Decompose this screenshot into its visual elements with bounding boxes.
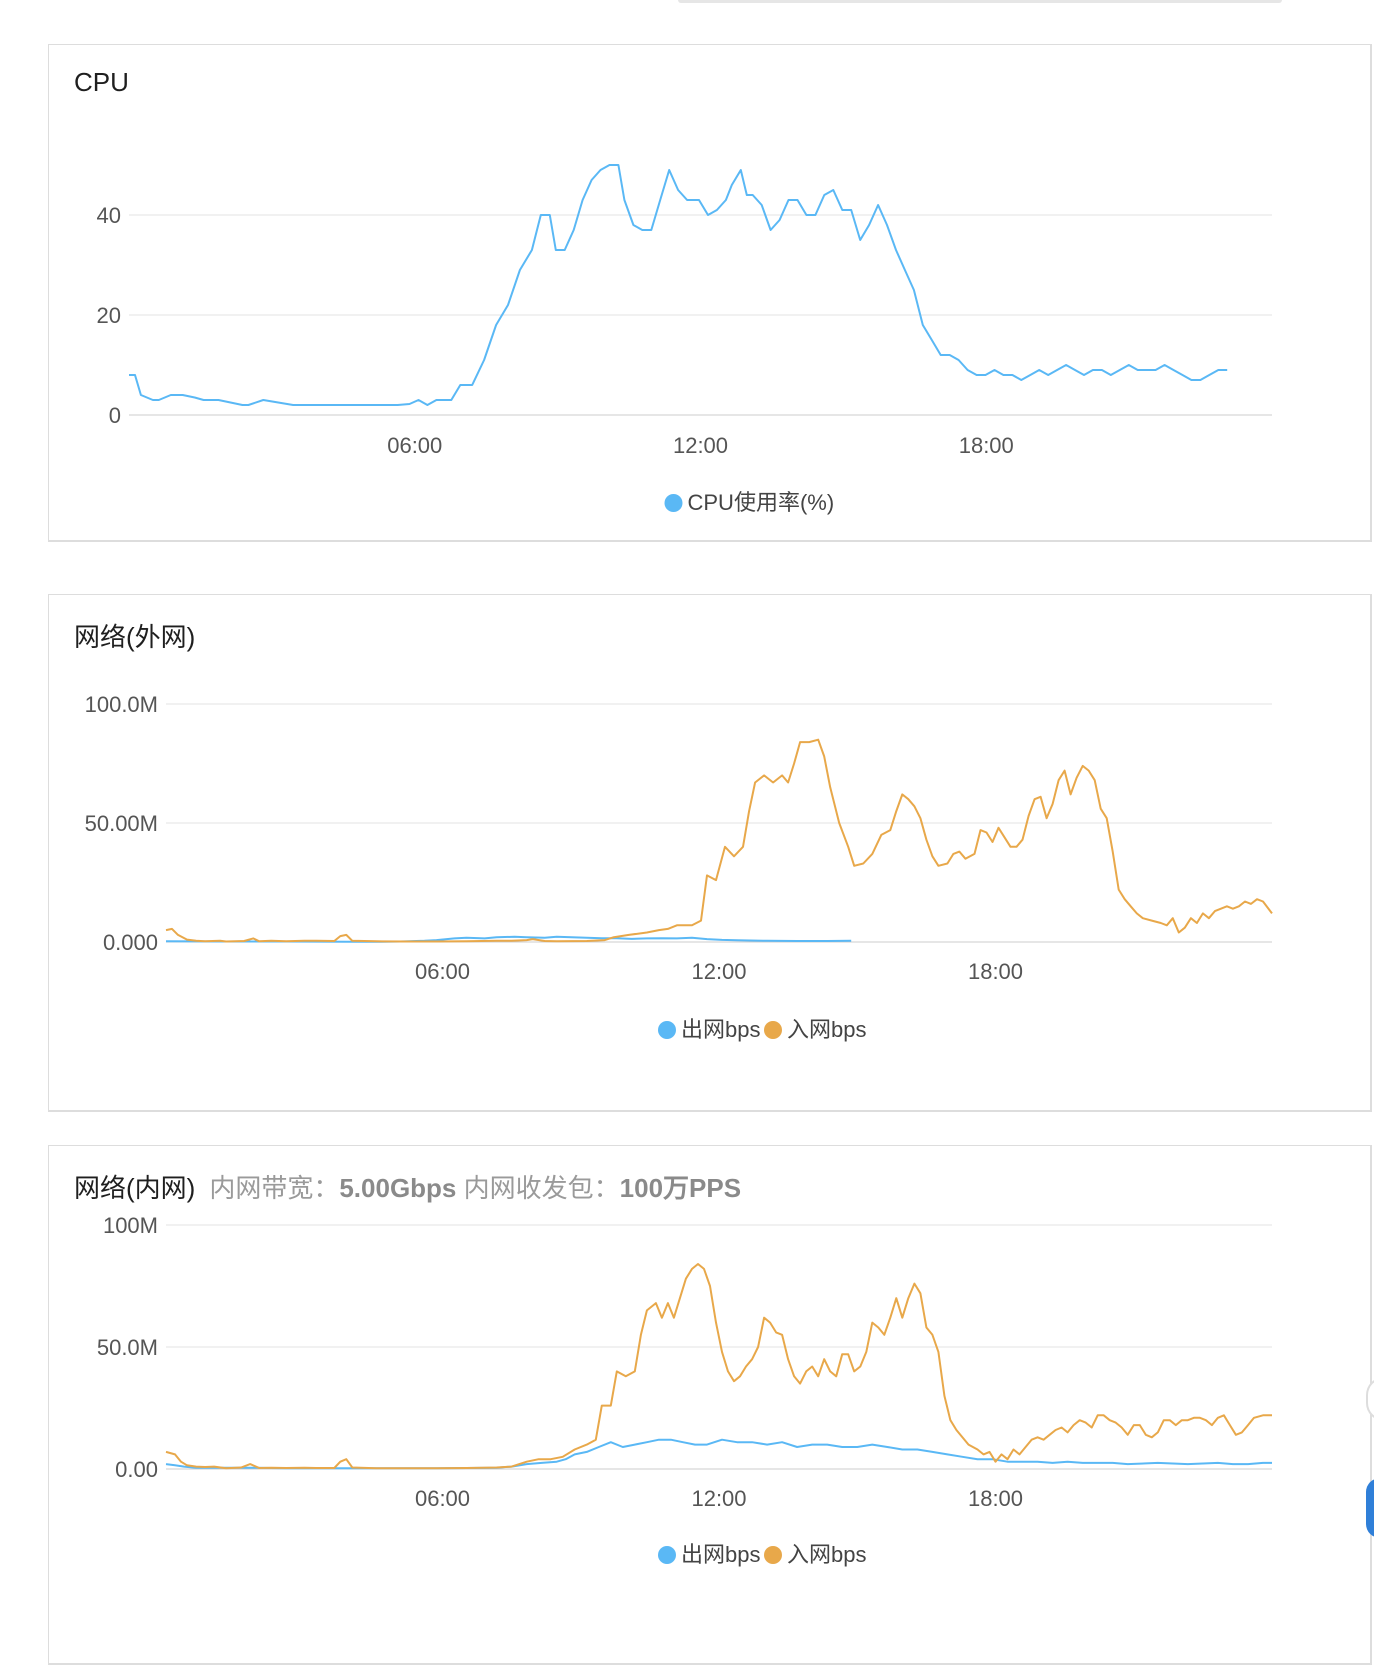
internal-network-panel-header: 网络(内网) 内网带宽：5.00Gbps 内网收发包：100万PPS [74,1168,741,1205]
internal-bandwidth-label: 内网带宽： [209,1173,340,1203]
cpu-chart[interactable]: 0 20 40 06:00 12:00 18:00 CPU使用率(%) [49,45,1373,543]
internal-bandwidth-value: 5.00Gbps [339,1173,457,1203]
external-network-chart[interactable]: 0.000 50.00M 100.0M 06:00 12:00 18:00 出网bps 入网b… [49,595,1373,1113]
series-line-cpu[interactable] [129,164,1228,406]
cpu-panel-title: CPU [74,67,129,97]
legend-item[interactable]: CPU使用率(%) [664,490,835,515]
internal-pps-label: 内网收发包： [463,1173,620,1203]
x-tick-label: 12:00 [673,433,728,458]
x-tick-label: 18:00 [968,1486,1023,1511]
x-tick-label: 06:00 [415,1486,470,1511]
legend-label: 入网bps [787,1017,866,1042]
legend-item[interactable]: 入网bps [764,1017,866,1042]
external-network-panel: 网络(外网) 0.000 50.00M 100.0M 06:00 12:00 18:00 出… [48,594,1372,1112]
legend-item[interactable]: 出网bps [658,1017,760,1042]
legend-label: 出网bps [681,1542,760,1567]
series-line-bps[interactable] [165,1438,1272,1470]
x-tick-label: 12:00 [691,1486,746,1511]
y-tick-label: 20 [97,303,121,328]
legend-dot [764,1546,782,1564]
x-tick-label: 18:00 [968,959,1023,984]
legend-item[interactable]: 入网bps [764,1542,866,1567]
y-tick-label: 40 [97,203,121,228]
y-tick-label: 100M [103,1213,158,1238]
legend-dot [764,1021,782,1039]
series-line-bps[interactable] [165,738,1273,943]
y-tick-label: 0.00 [115,1457,158,1482]
legend-label: 入网bps [787,1542,866,1567]
x-tick-label: 18:00 [959,433,1014,458]
internal-bandwidth-info: 内网带宽：5.00Gbps 内网收发包：100万PPS [209,1173,741,1203]
cpu-panel: CPU 0 20 40 06:00 12:00 18:00 CPU使用率(%) [48,44,1372,542]
internal-network-panel: 网络(内网) 内网带宽：5.00Gbps 内网收发包：100万PPS 0.00 50… [48,1145,1372,1665]
x-tick-label: 06:00 [387,433,442,458]
y-tick-label: 50.0M [97,1335,158,1360]
legend-dot [664,494,683,512]
legend-label: 出网bps [681,1017,760,1042]
internal-network-panel-title: 网络(内网) [74,1173,196,1203]
y-tick-label: 50.00M [85,811,158,836]
x-tick-label: 06:00 [415,959,470,984]
legend-dot [658,1546,676,1564]
external-network-panel-title: 网络(外网) [74,622,196,652]
series-line-bps[interactable] [165,1263,1272,1470]
legend-dot [658,1021,676,1039]
y-tick-label: 0 [109,403,121,428]
y-tick-label: 0.000 [103,930,158,955]
side-floating-button[interactable] [1366,1478,1374,1538]
internal-pps-value: 100万PPS [619,1173,742,1203]
top-scroll-bar [678,0,1282,3]
legend-label: CPU使用率(%) [688,490,835,515]
x-tick-label: 12:00 [691,959,746,984]
legend-item[interactable]: 出网bps [658,1542,760,1567]
y-tick-label: 100.0M [85,692,158,717]
internal-network-chart[interactable]: 0.00 50.0M 100M 06:00 12:00 18:00 出网bps 入网bps [49,1146,1373,1666]
